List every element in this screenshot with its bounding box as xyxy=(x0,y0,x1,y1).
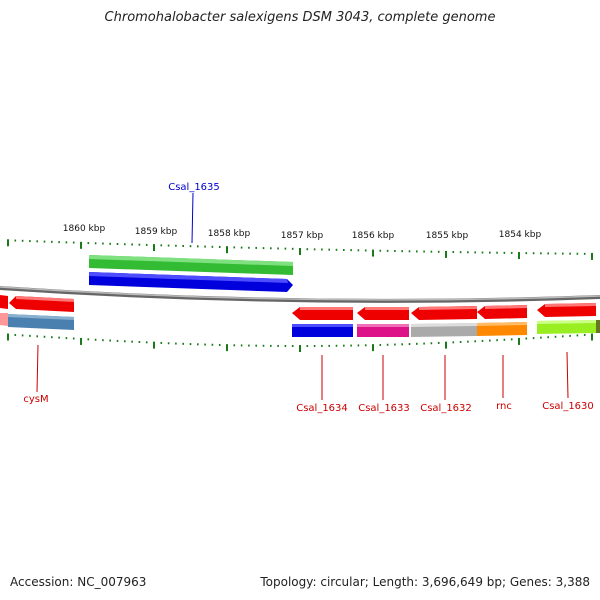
gene-label-cysm[interactable]: cysM xyxy=(23,394,48,405)
scale-label: 1860 kbp xyxy=(63,224,106,234)
feature-csal-1634-gene[interactable] xyxy=(292,307,353,320)
feature-csal-1632-cds[interactable] xyxy=(411,323,477,337)
feature-csal-1633-cds[interactable] xyxy=(357,324,409,337)
scale-label: 1859 kbp xyxy=(135,227,178,237)
gene-label-csal-1630[interactable]: Csal_1630 xyxy=(542,401,594,412)
label-leader-line xyxy=(566,351,569,399)
feature-csal-1635-cds[interactable] xyxy=(89,272,293,292)
label-leader-line xyxy=(191,192,194,244)
feature-cysm-left-cds[interactable] xyxy=(0,313,8,326)
gene-label-csal-1634[interactable]: Csal_1634 xyxy=(296,403,348,414)
feature-cysm-left-gene[interactable] xyxy=(0,295,8,309)
scale-label: 1856 kbp xyxy=(352,231,395,241)
feature-csal-1635-gene[interactable] xyxy=(89,255,293,275)
genome-backbone-highlight xyxy=(0,286,600,301)
scale-label: 1857 kbp xyxy=(281,231,324,241)
gene-label-rnc[interactable]: rnc xyxy=(496,401,512,412)
accession-info: Accession: NC_007963 xyxy=(10,575,147,589)
scale-label: 1855 kbp xyxy=(426,231,469,241)
genome-backbone xyxy=(0,286,600,303)
gene-label-csal-1632[interactable]: Csal_1632 xyxy=(420,403,472,414)
tick-row-outer xyxy=(7,239,593,260)
feature-csal-1632-gene[interactable] xyxy=(411,306,477,320)
scale-label: 1858 kbp xyxy=(208,229,251,239)
feature-cysm-cds[interactable] xyxy=(8,314,74,330)
gene-label-csal-1633[interactable]: Csal_1633 xyxy=(358,403,410,414)
feature-csal-1633-gene[interactable] xyxy=(357,307,409,320)
feature-rnc-cds[interactable] xyxy=(477,322,527,336)
feature-rnc-gene[interactable] xyxy=(477,305,527,319)
label-leader-line xyxy=(36,344,39,393)
tick-row-inner xyxy=(7,333,593,352)
feature-cysm-gene[interactable] xyxy=(9,296,74,312)
feature-csal-1630-cds[interactable] xyxy=(537,320,600,334)
scale-label: 1854 kbp xyxy=(499,230,542,240)
feature-csal-1630-gene[interactable] xyxy=(537,303,596,317)
map-title: Chromohalobacter salexigens DSM 3043, co… xyxy=(104,10,496,25)
gene-label-csal-1635[interactable]: Csal_1635 xyxy=(168,182,220,193)
topology-info: Topology: circular; Length: 3,696,649 bp… xyxy=(260,575,590,589)
feature-csal-1634-cds[interactable] xyxy=(292,324,353,337)
